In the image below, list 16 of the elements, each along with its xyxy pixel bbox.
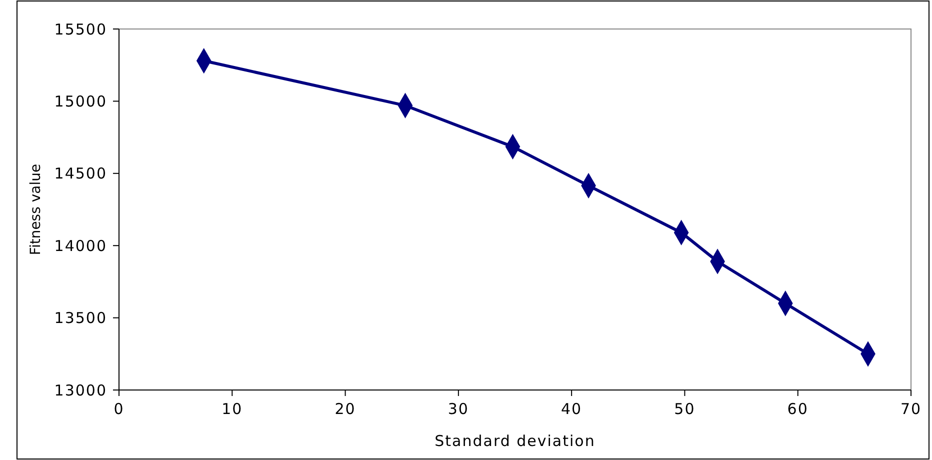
y-tick-label: 15000: [54, 92, 107, 110]
x-tick-label: 60: [787, 400, 808, 418]
x-tick-label: 30: [448, 400, 469, 418]
y-tick-label: 15500: [54, 20, 107, 38]
y-axis-title: Fitness value: [28, 164, 44, 256]
x-tick-label: 10: [222, 400, 243, 418]
x-tick-label: 70: [900, 400, 922, 418]
x-tick-label: 0: [114, 400, 124, 418]
y-tick-label: 14000: [54, 236, 107, 255]
y-tick-label: 14500: [54, 164, 107, 183]
y-tick-label: 13000: [54, 381, 107, 400]
x-tick-label: 40: [561, 400, 582, 418]
x-axis-title: Standard deviation: [434, 432, 596, 450]
y-tick-label: 13500: [54, 309, 107, 328]
x-tick-label: 20: [334, 400, 356, 418]
x-tick-label: 50: [674, 400, 696, 418]
